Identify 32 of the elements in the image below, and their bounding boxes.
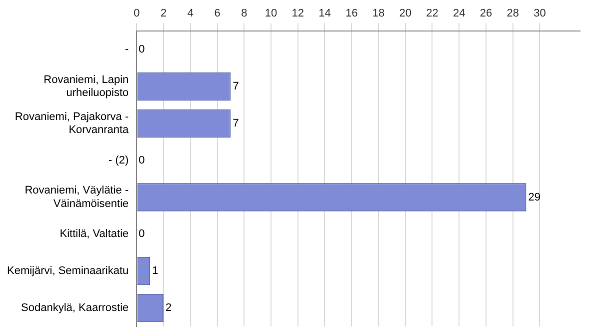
x-tick-label: 14	[318, 8, 331, 20]
data-label: 2	[166, 302, 172, 314]
x-tick-label: 12	[292, 8, 304, 20]
data-label: 7	[232, 80, 239, 93]
data-label: 0	[138, 44, 145, 56]
data-label: 0	[138, 154, 145, 166]
y-tick-label: Rovaniemi, Pajakorva - Korvanranta	[14, 110, 130, 136]
data-label: 0	[138, 228, 145, 240]
x-tick-label: 0	[134, 8, 140, 20]
x-tick-label: 28	[506, 8, 519, 20]
data-label: 7	[232, 117, 239, 130]
x-tick-label: 18	[372, 8, 385, 20]
data-label: 1	[152, 265, 158, 278]
x-tick-label: 16	[345, 8, 358, 20]
y-tick-label: Rovaniemi, Lapin urheiluopisto	[44, 74, 129, 100]
data-label: 29	[528, 191, 541, 204]
x-tick-label: 8	[241, 8, 248, 20]
y-tick-label: Sodankylä, Kaarrostie	[21, 302, 129, 314]
x-tick-label: 22	[426, 8, 438, 20]
x-tick-label: 24	[452, 8, 466, 20]
x-tick-label: 4	[187, 8, 194, 20]
y-tick-label: - (2)	[108, 154, 129, 166]
x-tick-label: 30	[534, 8, 546, 20]
x-tick-label: 20	[399, 8, 412, 20]
y-tick-label: Rovaniemi, Väylätie - Väinämöisentie	[24, 184, 129, 210]
x-tick-label: 26	[480, 8, 492, 20]
y-tick-label: Kittilä, Valtatie	[60, 228, 129, 240]
x-tick-label: 10	[264, 8, 278, 20]
y-tick-label: Kemijärvi, Seminaarikatu	[7, 265, 129, 278]
y-tick-label: -	[124, 44, 129, 56]
x-tick-label: 2	[160, 8, 167, 20]
x-tick-label: 6	[214, 8, 220, 20]
